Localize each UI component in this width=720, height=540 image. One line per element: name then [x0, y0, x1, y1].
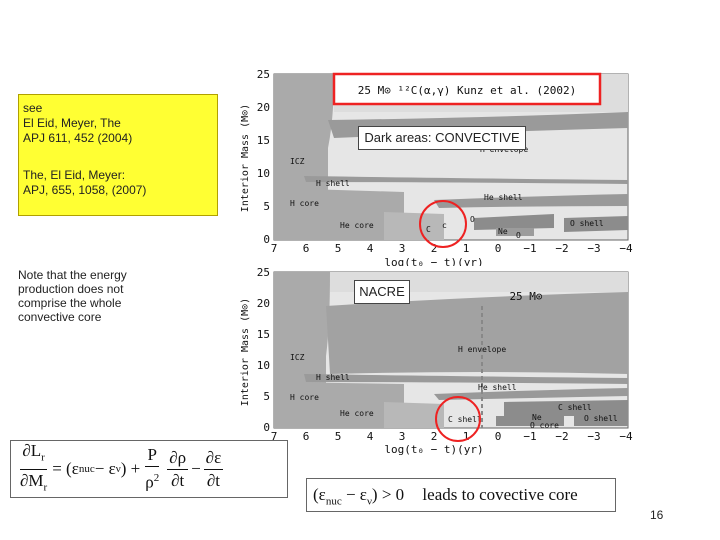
region-label: O shell [584, 414, 618, 423]
y-tick: 5 [263, 390, 270, 403]
region-label: H shell [316, 373, 350, 382]
region-label: c [442, 221, 447, 230]
top-chart-title: 25 M⊙ ¹²C(α,γ) Kunz et al. (2002) [358, 84, 577, 97]
x-tick: −4 [619, 242, 633, 255]
page-number: 16 [650, 508, 664, 522]
region-label: H envelope [458, 345, 506, 354]
top-x-ticks: 7 6 5 4 3 2 1 0 −1 −2 −3 −4 [271, 242, 633, 255]
y-tick: 25 [257, 266, 270, 279]
x-tick: −3 [587, 430, 600, 443]
x-axis-label: log(t₀ − t)(yr) [384, 256, 483, 269]
reference-box: see El Eid, Meyer, The APJ 611, 452 (200… [18, 94, 218, 216]
region-label: C shell [558, 403, 592, 412]
region-label: H core [290, 393, 319, 402]
x-tick: −2 [555, 430, 568, 443]
top-kippenhahn-diagram: 25 20 15 10 5 0 7 6 5 4 3 2 1 0 −1 −2 −3… [234, 68, 634, 270]
y-tick: 20 [257, 101, 270, 114]
x-tick: 6 [303, 430, 310, 443]
y-tick: 20 [257, 297, 270, 310]
x-tick: 3 [399, 430, 406, 443]
reference-line: see [23, 101, 43, 115]
condition-box: (εnuc − εν) > 0 leads to covective core [306, 478, 616, 512]
x-tick: 7 [271, 430, 278, 443]
region-label: O [516, 231, 521, 240]
region-label: O shell [570, 219, 604, 228]
x-tick: 5 [335, 430, 342, 443]
top-y-ticks: 25 20 15 10 5 0 [257, 68, 270, 246]
region-label: O [470, 215, 475, 224]
convective-label-box: Dark areas: CONVECTIVE [358, 126, 526, 150]
x-tick: 7 [271, 242, 278, 255]
x-tick: −3 [587, 242, 600, 255]
bottom-chart-title: 25 M⊙ [509, 290, 542, 303]
red-circle-marker [419, 200, 467, 248]
x-axis-label: log(t₀ − t)(yr) [384, 443, 483, 456]
region-label: He core [340, 409, 374, 418]
region-label: He core [340, 221, 374, 230]
bottom-y-ticks: 25 20 15 10 5 0 [257, 266, 270, 434]
nacre-label-box: NACRE [354, 280, 410, 304]
x-tick: 5 [335, 242, 342, 255]
y-tick: 0 [263, 233, 270, 246]
x-tick: 1 [463, 430, 470, 443]
y-tick: 25 [257, 68, 270, 81]
bottom-kippenhahn-diagram: 25 20 15 10 5 0 7 6 5 4 3 2 1 0 −1 −2 −3… [234, 266, 634, 456]
x-tick: 2 [431, 430, 438, 443]
x-tick: 4 [367, 242, 374, 255]
region-label: O core [530, 421, 559, 430]
x-tick: 0 [495, 242, 502, 255]
y-tick: 15 [257, 134, 270, 147]
reference-line: APJ 611, 452 (2004) [23, 131, 133, 145]
red-circle-marker [435, 396, 481, 442]
x-tick: 6 [303, 242, 310, 255]
top-title-highlight [332, 72, 602, 106]
region-label: H core [290, 199, 319, 208]
y-axis-label: Interior Mass (M⊙) [240, 104, 251, 212]
region-label: He shell [478, 383, 517, 392]
y-tick: 10 [257, 167, 270, 180]
x-tick: −4 [619, 430, 633, 443]
y-tick: 5 [263, 200, 270, 213]
x-tick: 2 [431, 242, 438, 255]
x-tick: 3 [399, 242, 406, 255]
x-tick: −1 [523, 242, 536, 255]
x-tick: 4 [367, 430, 374, 443]
region-label: ICZ [290, 157, 305, 166]
bottom-x-ticks: 7 6 5 4 3 2 1 0 −1 −2 −3 −4 [271, 430, 633, 443]
x-tick: −1 [523, 430, 536, 443]
region-label: H shell [316, 179, 350, 188]
region-label: Ne [498, 227, 508, 236]
energy-note: Note that the energy production does not… [18, 268, 127, 324]
region-label: ICZ [290, 353, 305, 362]
region-label: He shell [484, 193, 523, 202]
x-tick: −2 [555, 242, 568, 255]
x-tick: 1 [463, 242, 470, 255]
x-tick: 0 [495, 430, 502, 443]
region-label: C shell [448, 415, 482, 424]
reference-line: El Eid, Meyer, The [23, 116, 121, 130]
region-label: C [426, 225, 431, 234]
y-tick: 15 [257, 328, 270, 341]
y-tick: 0 [263, 421, 270, 434]
y-axis-label: Interior Mass (M⊙) [240, 298, 251, 406]
region-label: Ne [532, 413, 542, 422]
reference-line: The, El Eid, Meyer: [23, 168, 126, 182]
y-tick: 10 [257, 359, 270, 372]
reference-line: APJ, 655, 1058, (2007) [23, 183, 147, 197]
